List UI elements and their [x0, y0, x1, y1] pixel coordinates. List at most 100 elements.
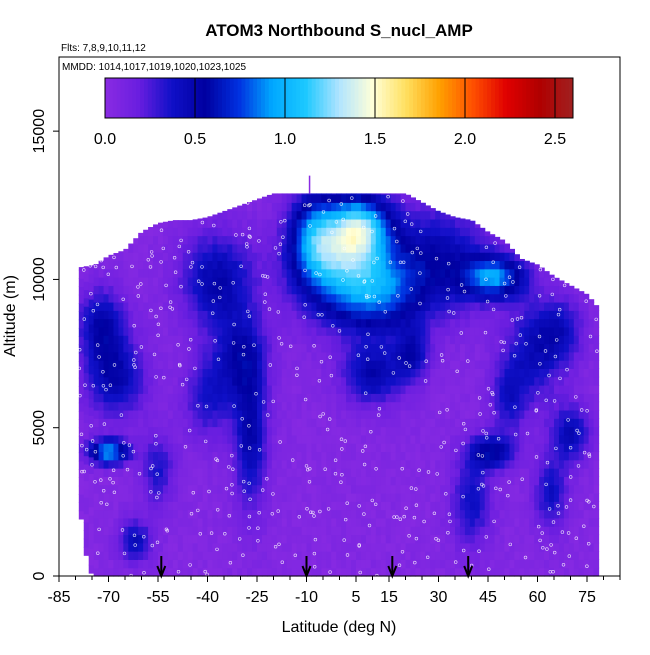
heat-cell [469, 484, 476, 494]
heat-cell [529, 534, 535, 544]
heat-cell [435, 385, 441, 394]
heat-cell [529, 468, 535, 477]
sample-point [339, 480, 343, 484]
heat-cell [162, 418, 169, 428]
heat-cell [133, 484, 139, 494]
sample-point [312, 344, 316, 348]
heat-cell [573, 559, 580, 569]
heat-cell [143, 443, 149, 453]
heat-cell [415, 202, 421, 212]
heat-cell [261, 542, 268, 552]
heat-cell [514, 559, 520, 569]
heat-cell [232, 393, 238, 403]
heat-cell [123, 551, 129, 560]
heat-cell [296, 260, 303, 270]
heat-cell [301, 335, 308, 345]
sample-point [496, 437, 501, 441]
heat-cell [445, 526, 451, 536]
sample-point [404, 361, 408, 365]
heat-cell [222, 318, 228, 328]
heat-cell [108, 517, 115, 527]
heat-cell [400, 559, 407, 569]
heat-cell [341, 318, 347, 328]
heat-cell [593, 484, 600, 494]
heat-cell [514, 293, 520, 303]
heat-cell [484, 277, 491, 286]
heat-cell [128, 252, 134, 262]
heat-cell [143, 268, 149, 278]
heat-cell [529, 501, 535, 511]
heat-cell [593, 434, 600, 444]
heat-cell [445, 484, 451, 494]
heat-cell [123, 409, 129, 419]
heat-cell [583, 393, 590, 403]
heat-cell [356, 335, 362, 345]
heat-cell [479, 335, 486, 345]
heat-cell [252, 542, 258, 552]
sample-point [188, 563, 192, 567]
heat-cell [197, 401, 204, 411]
heat-cell [504, 459, 511, 469]
heat-cell [380, 551, 387, 560]
heat-cell [440, 551, 446, 560]
heat-cell [108, 260, 115, 270]
heat-cell [469, 517, 476, 527]
heat-cell [207, 542, 214, 552]
heat-cell [544, 293, 550, 303]
heat-cell [539, 351, 545, 361]
heat-cell [440, 517, 446, 527]
heat-cell [400, 393, 407, 403]
heat-cell [435, 293, 441, 303]
heat-cell [554, 393, 560, 403]
heat-cell [138, 409, 144, 419]
heat-cell [247, 260, 253, 270]
heat-cell [331, 326, 337, 336]
heat-cell [108, 301, 115, 311]
heat-cell [360, 468, 367, 477]
heat-cell [177, 401, 184, 411]
heat-cell [187, 360, 194, 369]
heat-cell [425, 476, 431, 486]
heat-cell [212, 318, 218, 328]
heat-cell [93, 459, 100, 469]
heat-cell [489, 376, 496, 386]
heat-cell [187, 318, 194, 328]
heat-cell [450, 501, 456, 511]
heat-cell [479, 451, 486, 461]
heat-cell [202, 318, 209, 328]
heat-cell [143, 385, 149, 394]
heat-cell [138, 268, 144, 278]
sample-point [588, 334, 593, 339]
heat-cell [202, 567, 209, 577]
heat-cell [148, 567, 154, 577]
heat-cell [93, 393, 100, 403]
heat-cell [568, 285, 575, 295]
heat-cell [311, 218, 317, 228]
heat-cell [247, 268, 253, 278]
heat-cell [459, 526, 466, 536]
heat-cell [182, 509, 189, 519]
heat-cell [242, 509, 248, 519]
heat-cell [464, 517, 471, 527]
heat-cell [301, 252, 308, 262]
heat-cell [539, 268, 545, 278]
heat-cell [261, 459, 268, 469]
heat-cell [549, 274, 555, 278]
heat-cell [568, 393, 575, 403]
sample-point [392, 226, 397, 231]
heat-cell [187, 285, 194, 295]
heat-cell [182, 542, 189, 552]
heat-cell [499, 243, 506, 253]
heat-cell [410, 409, 416, 419]
heat-cell [455, 484, 461, 494]
heat-cell [405, 484, 412, 494]
heat-cell [202, 218, 209, 228]
heat-cell [301, 401, 308, 411]
heat-cell [351, 542, 357, 552]
heat-cell [177, 517, 184, 527]
heat-cell [113, 326, 119, 336]
heat-cell [504, 368, 511, 378]
heat-cell [450, 484, 456, 494]
heat-cell [212, 293, 218, 303]
heat-cell [375, 451, 382, 461]
